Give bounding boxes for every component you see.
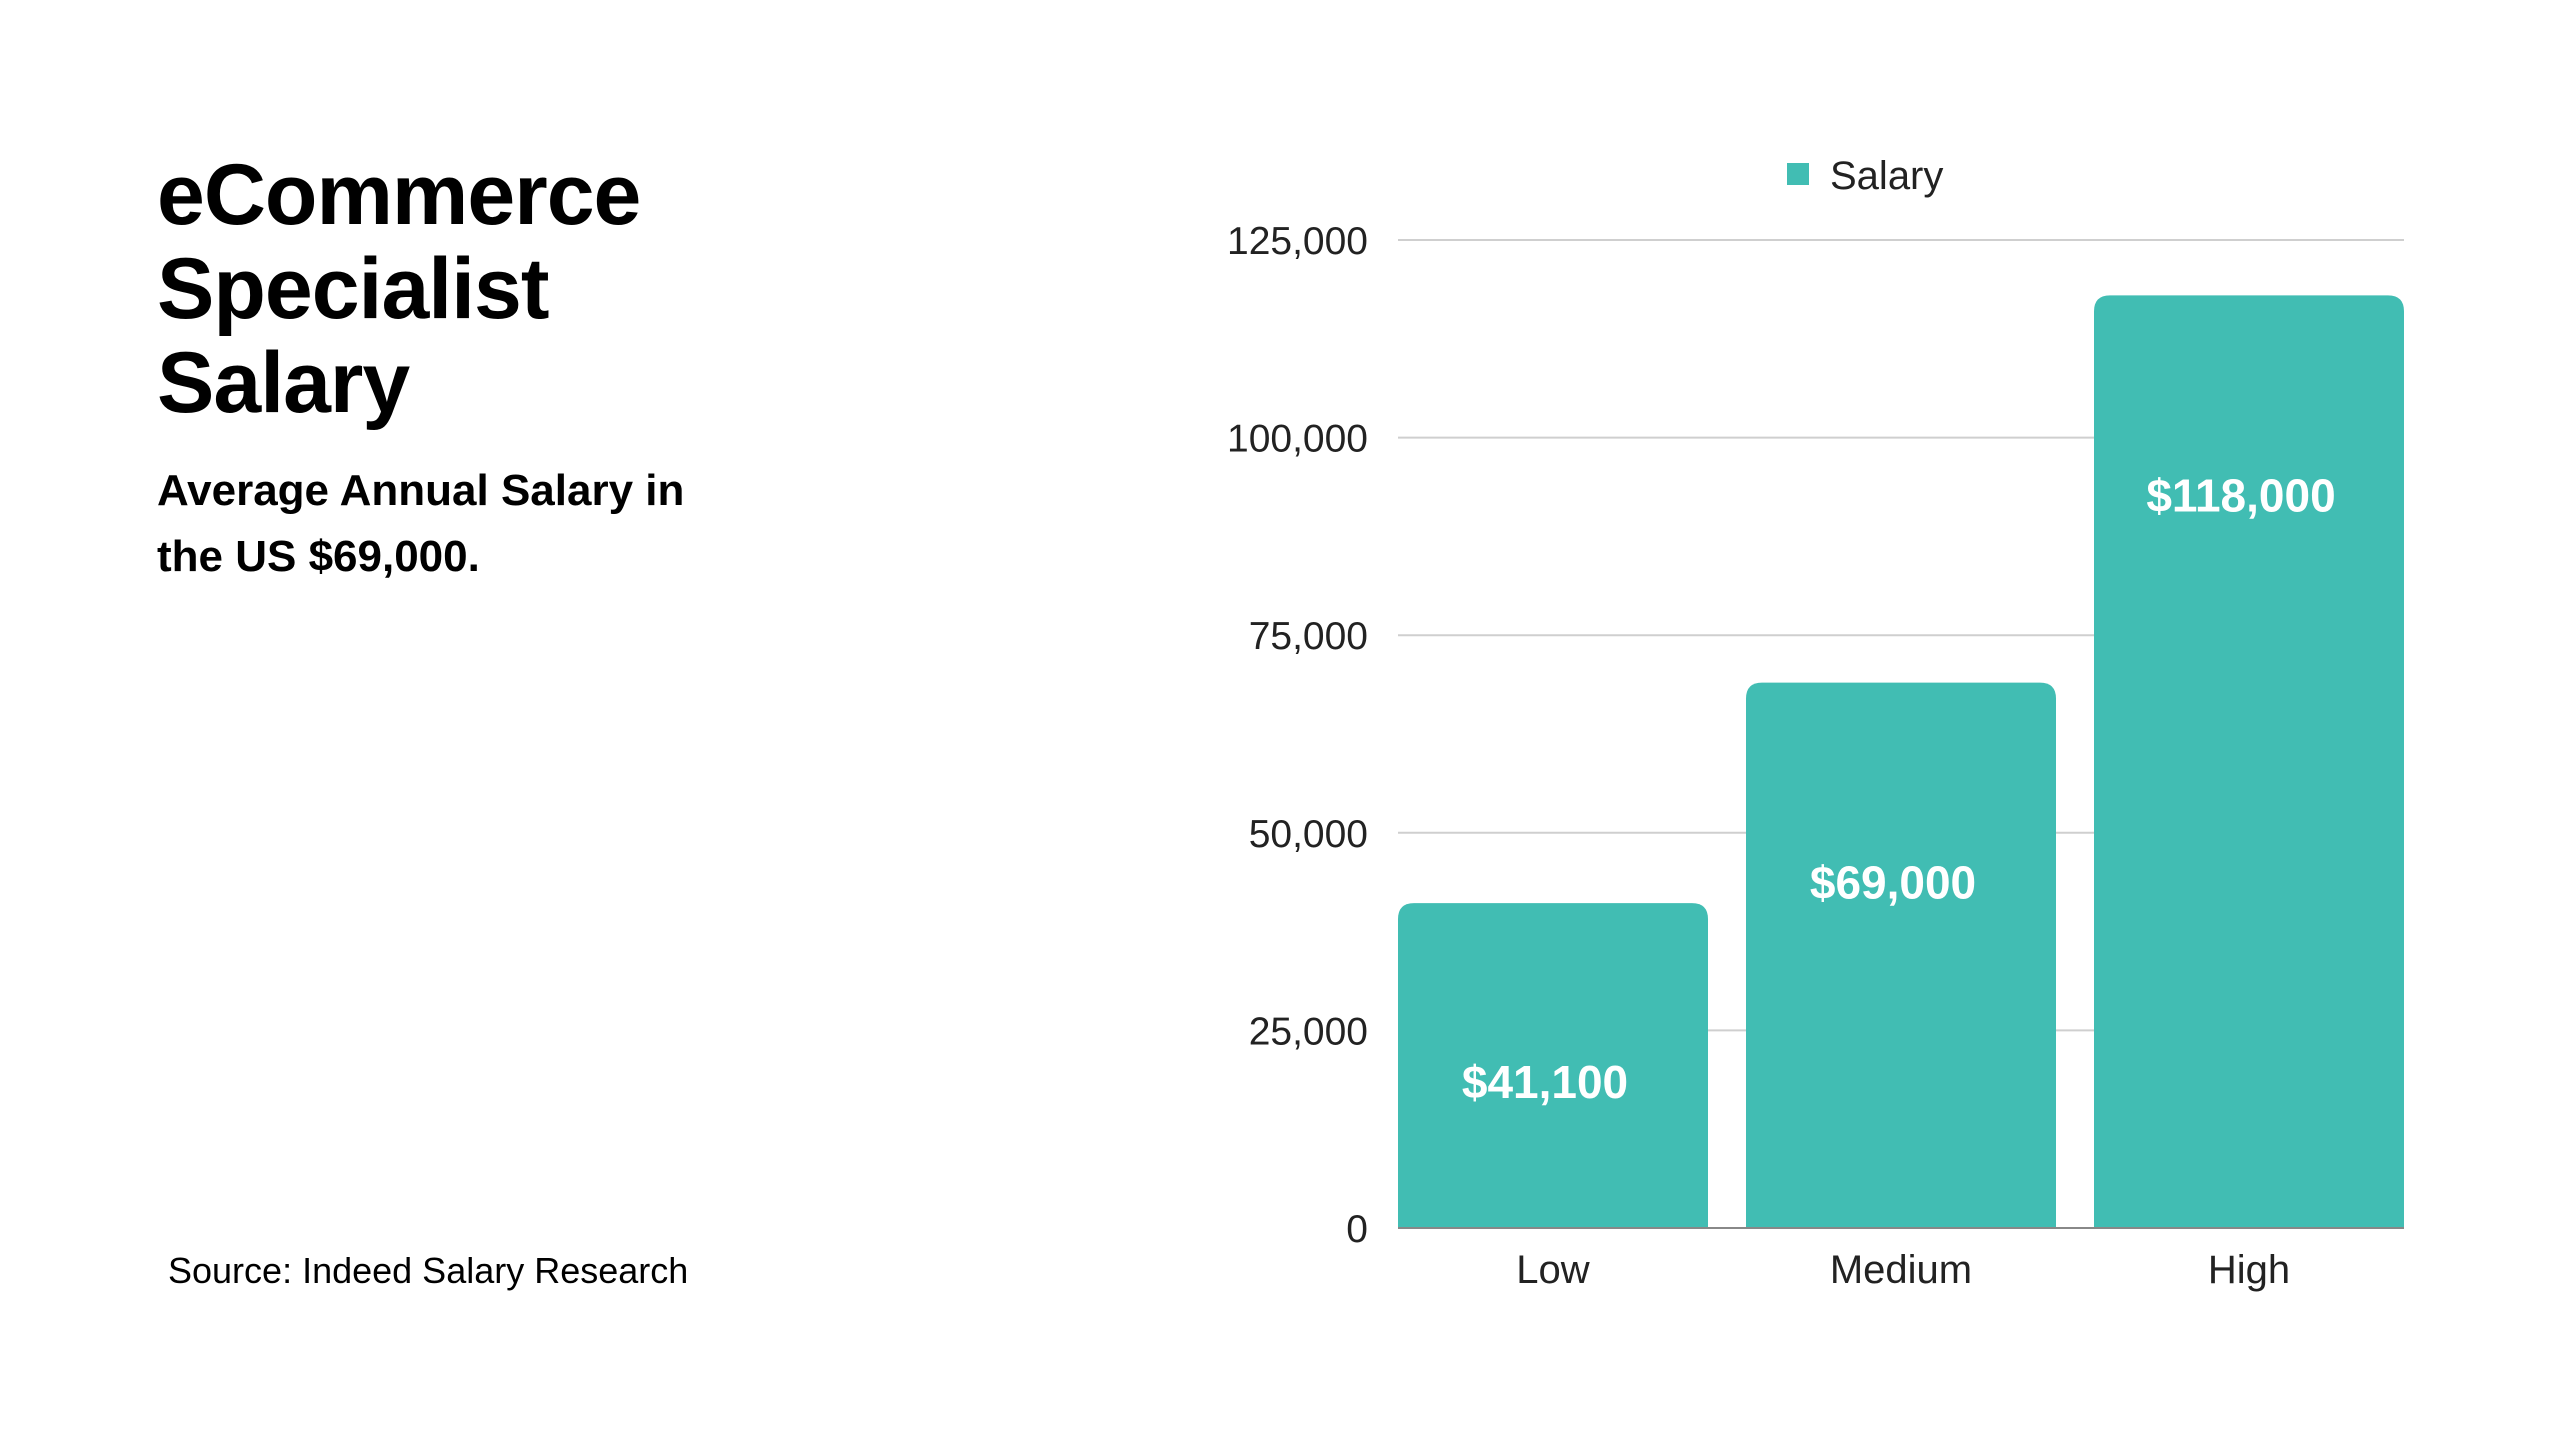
legend-swatch [1787, 163, 1809, 185]
y-tick-label: 50,000 [1249, 813, 1368, 856]
bar [1746, 682, 2056, 1228]
data-label: $41,100 [1462, 1056, 1628, 1108]
y-tick-label: 100,000 [1227, 418, 1368, 461]
y-tick-label: 0 [1346, 1208, 1368, 1251]
data-label: $118,000 [2146, 469, 2335, 521]
bar [2094, 295, 2404, 1228]
x-tick-label: Low [1516, 1248, 1589, 1292]
y-tick-label: 125,000 [1227, 220, 1368, 263]
y-tick-label: 25,000 [1249, 1010, 1368, 1053]
y-tick-label: 75,000 [1249, 615, 1368, 658]
legend-label: Salary [1830, 154, 1943, 198]
page-title: eCommerce Specialist Salary [157, 147, 641, 431]
title-line: Specialist [157, 241, 550, 337]
x-tick-label: Medium [1830, 1248, 1972, 1292]
x-tick-label: High [2208, 1248, 2290, 1292]
title-line: eCommerce [157, 147, 641, 243]
data-label: $69,000 [1810, 857, 1976, 909]
subtitle: Average Annual Salary in the US $69,000. [157, 466, 685, 581]
bar [1398, 903, 1708, 1228]
source-note: Source: Indeed Salary Research [168, 1250, 689, 1291]
title-line: Salary [157, 335, 410, 431]
